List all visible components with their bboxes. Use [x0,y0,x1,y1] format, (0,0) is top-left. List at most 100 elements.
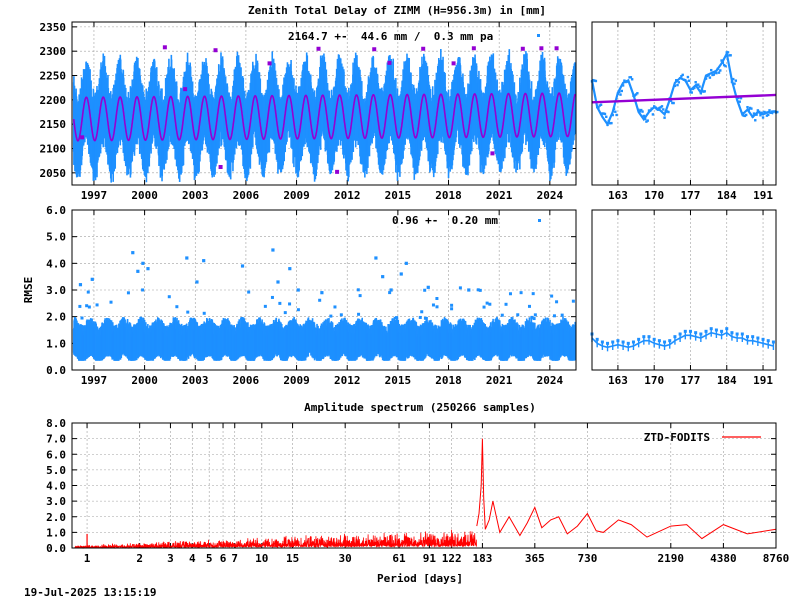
x-tick-label: 184 [717,189,737,202]
ztd-zoom-point [763,110,766,114]
y-tick-label: 4.0 [46,257,66,270]
y-tick-label: 2.0 [46,311,66,324]
ztd-zoom-point [751,115,754,118]
ztd-zoom-point [685,80,688,83]
ztd-zoom-point [655,107,658,111]
ztd-zoom-point [659,106,662,109]
ztd-zoom-point [676,83,679,87]
ztd-zoom-point [660,105,664,108]
ztd-zoom-point [663,116,666,119]
y-tick-label: 2350 [40,21,67,34]
y-tick-label: 6.0 [46,204,66,217]
ztd-model-fit-line [72,92,576,142]
ztd-zoom-point [656,108,660,111]
ztd-zoom-point [601,112,604,115]
ztd-zoom-point [669,99,673,103]
ztd-zoom-point [641,110,644,113]
ztd-zoom-point [611,113,614,117]
x-tick-label: 2003 [182,189,209,202]
ztd-zoom-point [773,110,776,113]
ztd-outlier-point [316,46,321,51]
x-tick-label: 2021 [486,189,513,202]
ztd-outlier-point [335,169,340,174]
rmse-timeseries-panel: 1997 2000 2003 2006 2009 2012 2015 2018 2021 2024… [22,204,577,387]
ztd-zoom-point [687,79,691,82]
ztd-zoom-point [760,111,763,114]
ztd-zoom-point [682,78,686,81]
ztd-zoom-point [715,71,718,75]
ztd-zoom-point [623,79,626,82]
ztd-zoom-point [614,110,617,113]
ztd-zoom-point [710,68,713,72]
ztd-zoom-point [724,64,727,68]
ztd-zoom-point [719,69,722,72]
x-tick-label: 163 [608,189,628,202]
x-tick-label: 2021 [486,374,513,387]
x-tick-label: 2012 [334,189,361,202]
ztd-zoom-point [716,67,719,71]
ztd-zoom-point [768,109,771,112]
ztd-zoom-point [665,110,669,113]
ztd-outlier-point [218,164,223,169]
y-tick-label: 2050 [40,167,67,180]
ztd-zoom-point [619,93,622,96]
ztd-outlier-point [213,48,218,53]
ztd-zoom-point [603,112,607,116]
ztd-zoom-point [702,90,705,93]
x-tick-label: 2006 [233,374,260,387]
ztd-zoom-point [704,77,708,80]
ztd-zoom-point [737,96,740,100]
ztd-outlier-point [183,87,188,92]
ztd-zoom-point [627,80,630,83]
ztd-zoom-point [712,73,716,76]
ztd-outlier-point [490,151,495,156]
ztd-zoom-point [642,114,646,118]
ztd-outlier-point [539,46,544,51]
ztd-zoom-point [607,119,611,123]
ztd-zoom-point [675,79,678,82]
ztd-zoom-point [743,114,747,118]
ztd-zoom-point [746,105,749,109]
ztd-zoom-point [624,80,627,84]
ztd-zoom-point [664,110,668,113]
ztd-outlier-point [554,46,559,51]
ztd-zoom-point [722,63,726,67]
ztd-zoom-point [608,122,612,125]
ztd-zoom-point [633,94,636,97]
ztd-zoom-point [646,119,649,122]
x-tick-label: 1997 [81,189,108,202]
ztd-zoom-point [730,80,734,84]
ztd-zoom-point [693,86,696,90]
ztd-zoom-point [738,100,741,103]
ztd-zoom-point [739,96,743,100]
ztd-zoom-point [729,54,732,57]
ztd-zoom-point [748,106,752,110]
ztd-outlier-point [372,47,377,52]
ztd-zoom-point [695,83,699,87]
x-tick-label: 2018 [435,374,462,387]
ztd-zoom-panel: 163 170 177 184 191 [590,21,779,202]
rmse-data-series [72,316,576,361]
ztd-zoom-point [698,85,701,88]
ztd-zoom-point [671,101,674,105]
ztd-outlier-point [471,46,476,51]
ztd-zoom-point [612,107,616,111]
ztd-zoom-point [654,106,657,109]
ztd-zoom-point [618,90,621,94]
ztd-zoom-point [721,61,725,64]
rmse-axis-label: RMSE [22,277,35,304]
x-tick-label: 2009 [283,374,310,387]
ztd-zoom-point [732,77,735,81]
ztd-zoom-point [750,107,753,110]
ztd-zoom-point [734,79,738,82]
x-tick-label: 2018 [435,189,462,202]
ztd-zoom-point [592,78,595,82]
ztd-zoom-point [598,104,601,107]
ztd-outlier-point [80,135,85,140]
ztd-zoom-point [765,114,769,117]
ztd-zoom-model-line [591,93,777,104]
ztd-zoom-point [680,75,683,78]
ztd-zoom-point [651,113,655,116]
ztd-zoom-point [649,109,652,112]
ztd-outlier-point [267,61,272,66]
